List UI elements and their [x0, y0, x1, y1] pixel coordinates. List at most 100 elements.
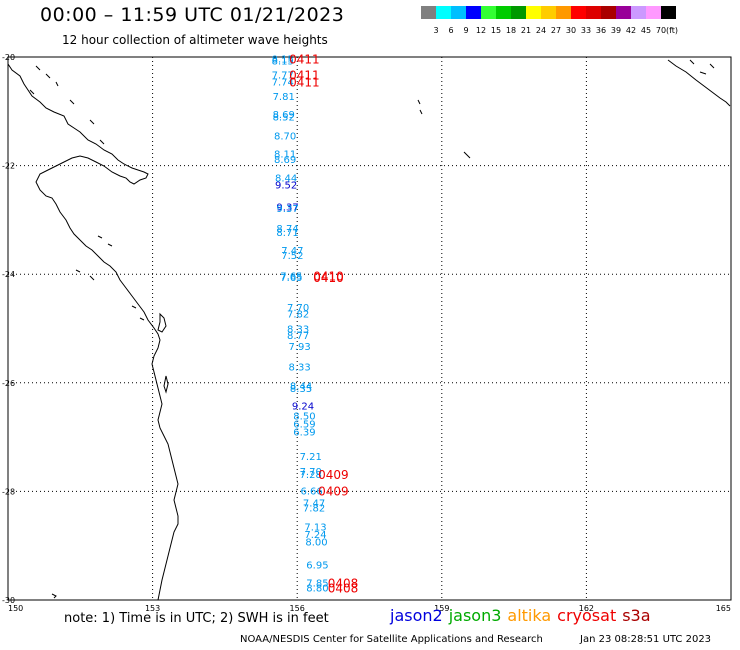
swh-reading: 9.24 — [292, 402, 314, 413]
swh-reading: 7.47 — [303, 498, 325, 509]
legend-swatch — [556, 6, 571, 19]
legend-label: 24 — [535, 26, 547, 35]
swh-reading: 7.28 — [300, 470, 322, 481]
swh-reading: 7.85 — [306, 579, 328, 590]
swh-reading: 8.77 — [287, 331, 309, 342]
latitude-label: -22 — [2, 162, 15, 171]
legend-swatch — [541, 6, 556, 19]
generation-timestamp: Jan 23 08:28:51 UTC 2023 — [580, 634, 712, 645]
latitude-label: -26 — [2, 379, 15, 388]
satellite-legend: jason2 jason3 altika cryosat s3a — [390, 606, 657, 625]
latitude-labels: -20 -22 -24 -26 -28 -30 — [2, 53, 15, 605]
latitude-label: -28 — [2, 487, 15, 496]
legend-label: 3 — [433, 26, 439, 35]
legend-label: 15 — [490, 26, 502, 35]
pass-number-label: 0408 — [328, 582, 359, 596]
footer-note: note: 1) Time is in UTC; 2) SWH is in fe… — [64, 611, 329, 626]
swh-reading: 7.70 — [300, 467, 322, 478]
lord-howe-marker — [51, 593, 57, 599]
legend-swatch — [511, 6, 526, 19]
swh-reading: 9.52 — [275, 181, 297, 192]
pass-number-label: 0408 — [328, 577, 359, 591]
swh-reading: 8.69 — [273, 110, 295, 121]
legend-swatch — [601, 6, 616, 19]
swh-reading: 9.37 — [276, 204, 298, 215]
satellite-name: s3a — [622, 606, 651, 625]
swh-reading: 8.11 — [274, 150, 296, 161]
swh-reading: 8.33 — [287, 325, 309, 336]
swh-reading: 8.44 — [290, 382, 312, 393]
legend-swatch — [571, 6, 586, 19]
longitude-label: 165 — [716, 604, 731, 613]
swh-reading: 6.39 — [293, 428, 315, 439]
swh-reading: 8.74 — [276, 224, 298, 235]
longitude-label: 150 — [8, 604, 23, 613]
fraser-island — [157, 312, 167, 333]
legend-label: 12 — [475, 26, 487, 35]
swh-reading: 7.70 — [287, 303, 309, 314]
legend-swatch — [646, 6, 661, 19]
australia-east-coast — [7, 63, 179, 601]
swh-reading: 7.24 — [304, 530, 326, 541]
legend-label: 33 — [580, 26, 592, 35]
swh-reading: 8.69 — [274, 155, 296, 166]
latitude-label: -24 — [2, 270, 15, 279]
legend-label: 18 — [505, 26, 517, 35]
reef-islands — [75, 235, 145, 321]
latitude-label: -30 — [2, 596, 15, 605]
swh-reading: 7.74 — [272, 77, 294, 88]
longitude-label: 159 — [434, 604, 449, 613]
swh-reading: 6.59 — [293, 420, 315, 431]
swh-reading: 8.71 — [276, 228, 298, 239]
lat-lon-grid — [8, 57, 731, 600]
wave-height-readings: 8.158.157.777.747.818.698.528.708.118.69… — [272, 55, 329, 595]
coastline — [7, 59, 731, 601]
legend-label: 70 — [655, 26, 667, 35]
legend-label: 39 — [610, 26, 622, 35]
swh-reading: 8.52 — [273, 113, 295, 124]
legend-swatch — [631, 6, 646, 19]
swh-reading: 8.80 — [306, 584, 328, 595]
satellite-name: altika — [507, 606, 552, 625]
swh-reading: 9.37 — [276, 202, 298, 213]
legend-swatch — [496, 6, 511, 19]
swh-reading: 7.93 — [288, 342, 310, 353]
satellite-name: cryosat — [557, 606, 617, 625]
swh-reading: 8.70 — [274, 132, 296, 143]
longitude-labels: 150 153 156 159 162 165 — [8, 604, 731, 613]
legend-swatch — [616, 6, 631, 19]
cape-york-islands — [29, 65, 105, 145]
legend-swatch — [466, 6, 481, 19]
legend-label: 6 — [448, 26, 454, 35]
swh-reading: 7.82 — [287, 309, 309, 320]
swh-reading: 7.65 — [280, 271, 302, 282]
legend-label: 42 — [625, 26, 637, 35]
swh-reading: 8.15 — [272, 56, 294, 67]
swh-reading: 7.81 — [273, 92, 295, 103]
longitude-label: 162 — [579, 604, 594, 613]
pass-number-label: 0410 — [313, 271, 344, 285]
map-title: 00:00 – 11:59 UTC 01/21/2023 — [40, 4, 345, 26]
legend-swatch — [451, 6, 466, 19]
pass-number-label: 0411 — [289, 68, 320, 82]
pass-number-label: 0410 — [313, 269, 344, 283]
swh-reading: 7.52 — [281, 251, 303, 262]
swh-reading: 7.77 — [272, 70, 294, 81]
legend-unit: (ft) — [666, 26, 679, 35]
legend-swatch — [436, 6, 451, 19]
new-caledonia — [667, 59, 731, 107]
swh-reading: 7.47 — [281, 246, 303, 257]
swh-reading: 7.13 — [304, 523, 326, 534]
satellite-name: jason2 — [390, 606, 443, 625]
latitude-label: -20 — [2, 53, 15, 62]
legend-swatch — [586, 6, 601, 19]
map-frame — [7, 56, 732, 601]
legend-label: 21 — [520, 26, 532, 35]
swh-reading: 7.21 — [300, 452, 322, 463]
pass-number-label: 0409 — [318, 468, 349, 482]
pass-number-label: 0411 — [289, 75, 320, 89]
swh-reading: 7.82 — [303, 504, 325, 515]
swh-reading: 8.50 — [293, 411, 315, 422]
